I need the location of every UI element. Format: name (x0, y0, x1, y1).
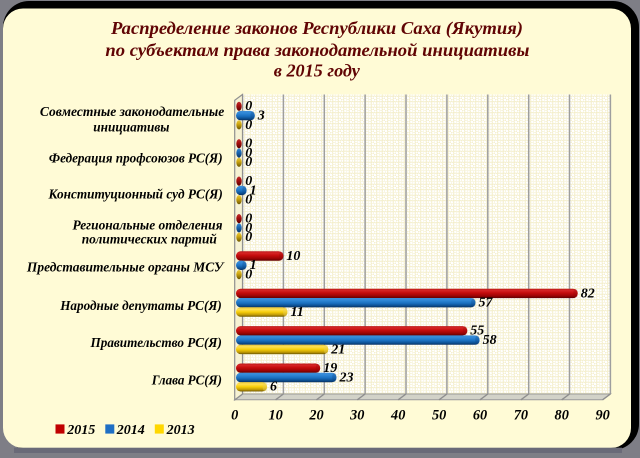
svg-text:0: 0 (245, 99, 252, 114)
svg-text:0: 0 (245, 193, 252, 208)
svg-text:60: 60 (473, 407, 487, 423)
svg-text:0: 0 (245, 137, 252, 152)
svg-text:10: 10 (286, 249, 300, 264)
svg-text:6: 6 (270, 380, 277, 395)
svg-text:политических партий: политических партий (82, 231, 218, 246)
svg-text:0: 0 (245, 268, 252, 283)
svg-text:инициативы: инициативы (93, 120, 169, 135)
svg-text:0: 0 (245, 212, 252, 227)
svg-text:55: 55 (470, 324, 484, 339)
svg-text:1: 1 (250, 183, 257, 198)
svg-text:Глава РС(Я): Глава РС(Я) (151, 372, 222, 387)
svg-text:1: 1 (250, 258, 257, 273)
svg-text:Распределение законов Республи: Распределение законов Республики Саха (Я… (110, 18, 523, 39)
svg-text:30: 30 (349, 407, 364, 423)
svg-text:40: 40 (390, 407, 405, 423)
svg-text:0: 0 (231, 407, 238, 423)
svg-text:58: 58 (483, 333, 497, 348)
svg-text:2015: 2015 (66, 423, 95, 438)
svg-text:0: 0 (245, 174, 252, 189)
svg-text:70: 70 (514, 407, 528, 423)
svg-text:Региональные отделения: Региональные отделения (73, 217, 223, 232)
svg-text:0: 0 (245, 221, 252, 236)
svg-text:80: 80 (555, 407, 569, 423)
svg-text:Правительство РС(Я): Правительство РС(Я) (90, 335, 222, 350)
svg-text:57: 57 (479, 296, 494, 311)
svg-text:Представительные органы МСУ: Представительные органы МСУ (26, 259, 225, 274)
svg-text:90: 90 (595, 407, 609, 423)
svg-text:50: 50 (432, 407, 446, 423)
svg-text:11: 11 (291, 305, 304, 320)
svg-text:Народные депутаты РС(Я): Народные депутаты РС(Я) (59, 298, 222, 313)
svg-text:2013: 2013 (166, 423, 195, 438)
svg-text:по субъектам права законодател: по субъектам права законодательной иници… (105, 40, 529, 60)
svg-text:2014: 2014 (116, 423, 145, 438)
svg-text:Конституционный суд РС(Я): Конституционный суд РС(Я) (48, 186, 223, 201)
svg-text:19: 19 (323, 361, 337, 376)
svg-text:3: 3 (257, 109, 265, 124)
svg-text:0: 0 (245, 155, 252, 170)
svg-text:20: 20 (308, 407, 323, 423)
svg-text:0: 0 (245, 146, 252, 161)
svg-text:21: 21 (330, 342, 345, 357)
svg-text:Федерация профсоюзов РС(Я): Федерация профсоюзов РС(Я) (49, 151, 223, 166)
svg-text:0: 0 (245, 230, 252, 245)
svg-text:23: 23 (339, 370, 354, 385)
svg-text:в 2015 году: в 2015 году (274, 60, 361, 80)
svg-text:10: 10 (268, 407, 282, 423)
svg-text:Совместные законодательные: Совместные законодательные (40, 104, 224, 119)
svg-text:82: 82 (581, 286, 595, 301)
svg-text:0: 0 (245, 118, 252, 133)
